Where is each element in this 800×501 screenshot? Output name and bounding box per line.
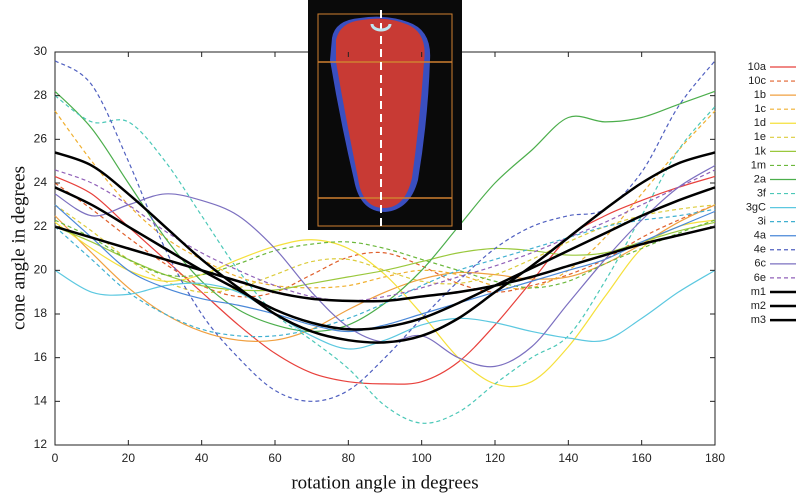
rotation-arrow (370, 23, 392, 32)
legend-label: 10c (748, 75, 766, 87)
legend-label: m3 (751, 314, 766, 326)
y-axis-label: cone angle in degrees (8, 166, 29, 330)
legend-label: 6c (754, 258, 766, 270)
y-tick-label: 20 (34, 263, 48, 277)
x-tick-label: 80 (342, 451, 356, 465)
x-axis-label: rotation angle in degrees (291, 472, 478, 493)
inset-box (317, 13, 453, 227)
legend-label: 1b (754, 89, 766, 101)
series-line (54, 225, 716, 303)
x-tick-label: 120 (485, 451, 505, 465)
series-line (54, 208, 716, 338)
x-tick-label: 40 (195, 451, 209, 465)
y-tick-label: 22 (34, 219, 48, 233)
x-tick-label: 140 (558, 451, 578, 465)
series-line (54, 182, 716, 298)
legend-label: 1d (754, 117, 766, 129)
series-line (54, 151, 716, 344)
legend-label: 1c (754, 103, 766, 115)
legend-label: 1m (751, 159, 766, 171)
legend-label: m2 (751, 300, 766, 312)
inset-image (308, 0, 462, 230)
x-tick-label: 20 (122, 451, 136, 465)
legend-label: 2a (754, 173, 767, 185)
legend-label: 3gC (746, 202, 766, 214)
legend-label: 10a (748, 61, 767, 73)
series-line (54, 90, 716, 333)
series-line (54, 186, 716, 331)
y-tick-label: 18 (34, 306, 48, 320)
series-line (54, 269, 716, 350)
y-tick-label: 30 (34, 44, 48, 58)
y-tick-label: 14 (34, 394, 48, 408)
plot-area (54, 60, 716, 424)
legend-label: 1k (754, 145, 766, 157)
legend-label: m1 (751, 286, 766, 298)
x-tick-label: 160 (632, 451, 652, 465)
x-tick-label: 60 (268, 451, 282, 465)
series-line (54, 95, 716, 424)
x-tick-label: 100 (412, 451, 432, 465)
x-tick-label: 180 (705, 451, 725, 465)
y-tick-label: 16 (34, 350, 48, 364)
legend-label: 6e (754, 272, 766, 284)
y-tick-label: 28 (34, 88, 48, 102)
x-tick-label: 0 (52, 451, 59, 465)
y-tick-label: 26 (34, 132, 48, 146)
legend-label: 4a (754, 230, 767, 242)
legend-label: 1e (754, 131, 766, 143)
legend-label: 3f (757, 187, 767, 199)
y-tick-label: 24 (34, 175, 48, 189)
series-line (54, 169, 716, 302)
series-line (54, 221, 716, 292)
y-tick-label: 12 (34, 437, 48, 451)
cone-shape (336, 18, 425, 208)
legend-label: 4e (754, 244, 766, 256)
legend-label: 3i (757, 216, 766, 228)
